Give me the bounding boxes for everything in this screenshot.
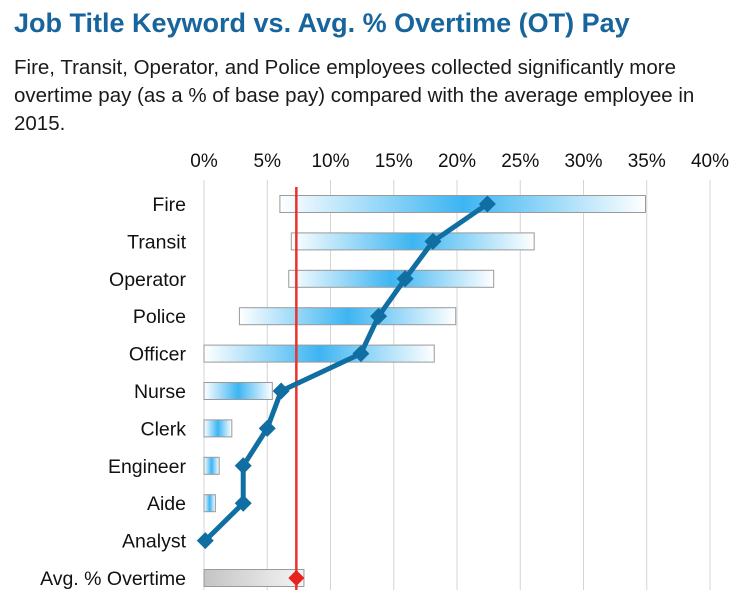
x-tick-label: 30% <box>564 151 602 172</box>
data-point-marker <box>370 307 388 325</box>
chart-subtitle: Fire, Transit, Operator, and Police empl… <box>14 56 695 135</box>
x-tick-label: 10% <box>311 151 349 172</box>
range-bar <box>290 232 535 251</box>
data-point-marker <box>272 382 290 400</box>
range-bar <box>279 195 646 213</box>
range-bars <box>203 195 646 587</box>
data-point-marker <box>478 195 496 213</box>
series-line <box>202 201 490 544</box>
x-axis-ticks: 0% 5% 10% 15% 20% 25% 30% 35% 40% <box>190 151 729 172</box>
category-label: Aide <box>147 493 186 515</box>
data-point-marker <box>234 494 252 512</box>
x-tick-label: 25% <box>501 151 539 172</box>
x-tick-label: 20% <box>438 151 476 172</box>
data-point-marker <box>234 457 252 475</box>
category-label: Clerk <box>140 418 186 440</box>
x-tick-label: 40% <box>691 151 729 172</box>
category-label: Transit <box>127 231 186 253</box>
x-tick-label: 35% <box>628 151 666 172</box>
data-point-marker <box>352 345 370 363</box>
range-bar <box>288 269 495 288</box>
category-label: Engineer <box>108 456 187 478</box>
category-label: Officer <box>129 344 187 366</box>
range-bar <box>203 494 216 513</box>
range-bar <box>203 456 220 475</box>
category-label: Analyst <box>122 531 187 553</box>
data-point-marker <box>424 232 442 250</box>
category-label: Police <box>133 306 186 328</box>
category-label: Nurse <box>134 381 186 403</box>
range-bar <box>203 419 233 438</box>
category-label: Avg. % Overtime <box>40 568 186 590</box>
line-series <box>196 195 496 586</box>
average-marker <box>288 570 305 586</box>
data-point-marker <box>196 532 214 550</box>
x-tick-label: 15% <box>375 151 413 172</box>
range-bar <box>238 307 457 326</box>
category-label: Fire <box>152 194 186 216</box>
category-labels: Fire Transit Operator Police Officer Nurse Cle… <box>40 194 187 590</box>
x-tick-label: 0% <box>190 151 218 172</box>
data-point-marker <box>258 419 276 437</box>
category-label: Operator <box>109 269 186 291</box>
chart-title: Job Title Keyword vs. Avg. % Overtime (O… <box>14 8 630 38</box>
range-bar <box>203 382 273 400</box>
x-tick-label: 5% <box>254 151 282 172</box>
data-point-marker <box>396 270 414 288</box>
range-bar <box>203 344 435 363</box>
